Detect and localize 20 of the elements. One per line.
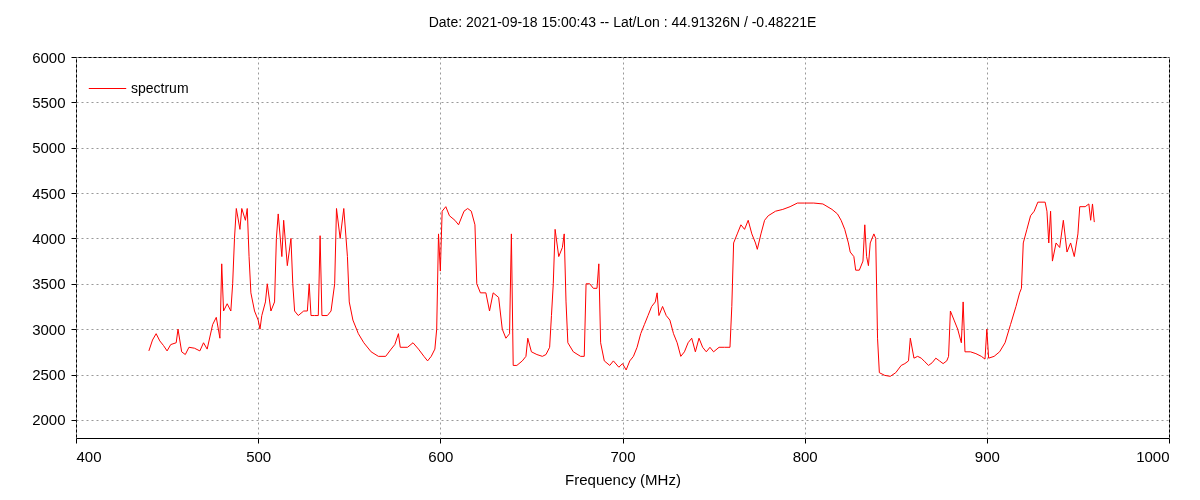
y-tick-label: 6000 [32,48,66,66]
y-tick-label: 3000 [32,320,66,338]
x-tick-label: 500 [246,447,272,465]
x-tick-label: 1000 [1136,447,1170,465]
y-tick-label: 2000 [32,411,66,429]
x-tick-label: 800 [792,447,818,465]
line-series [148,201,1095,377]
y-tick-label: 2500 [32,366,66,383]
x-tick-label: 900 [974,447,1000,465]
y-tick-label: 4000 [32,229,66,247]
y-tick-label: 5500 [32,93,66,111]
legend-label: spectrum [131,79,189,96]
x-tick-label: 600 [428,447,454,465]
y-tick-label: 5000 [32,139,66,157]
x-tick-label: 700 [610,447,636,465]
y-tick-label: 4500 [32,184,66,202]
chart-title: Date: 2021-09-18 15:00:43 -- Lat/Lon : 44.91326N / -0.48221E [428,14,817,30]
x-tick-label: 400 [76,447,102,465]
x-axis-title: Frequency (MHz) [565,470,681,488]
y-tick-label: 3500 [32,275,66,293]
